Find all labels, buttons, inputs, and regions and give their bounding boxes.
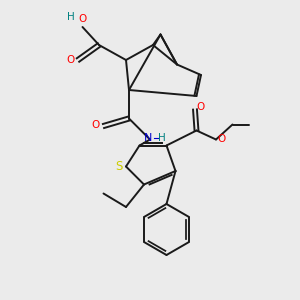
Text: O: O [218,134,226,145]
Text: O: O [78,14,87,25]
Text: S: S [115,160,122,173]
Text: O: O [196,101,205,112]
Text: H: H [67,11,75,22]
Text: H: H [158,133,165,143]
Text: O: O [66,55,75,65]
Text: N: N [144,133,153,143]
Text: O: O [92,119,100,130]
